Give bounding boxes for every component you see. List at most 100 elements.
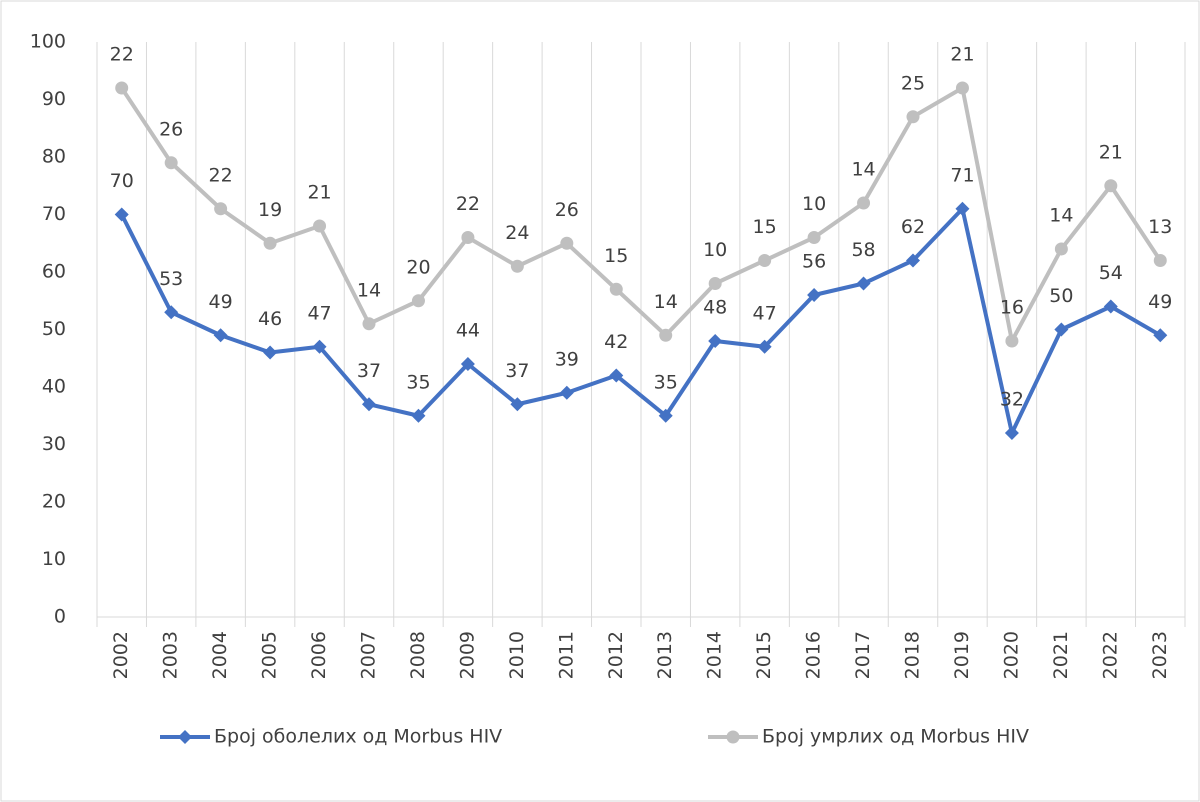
x-tick-label: 2018 [902, 631, 924, 679]
data-label: 70 [110, 170, 134, 192]
data-label: 54 [1099, 262, 1123, 284]
marker [411, 408, 426, 423]
data-label: 56 [802, 251, 826, 273]
y-tick-label: 100 [30, 31, 66, 53]
x-tick-label: 2013 [654, 631, 676, 679]
data-label: 19 [258, 199, 282, 221]
marker [164, 156, 178, 170]
marker [1153, 328, 1168, 343]
x-tick-label: 2022 [1099, 631, 1121, 679]
data-label: 14 [1049, 205, 1073, 227]
x-tick-label: 2017 [852, 631, 874, 679]
marker [263, 345, 278, 360]
x-tick-label: 2010 [506, 631, 528, 679]
data-label: 46 [258, 308, 282, 330]
marker [857, 196, 871, 210]
data-label: 32 [1000, 389, 1024, 411]
data-label: 15 [753, 216, 777, 238]
data-label: 48 [703, 297, 727, 319]
data-label: 20 [406, 256, 430, 278]
data-label: 47 [307, 302, 331, 324]
x-tick-label: 2019 [951, 631, 973, 679]
x-tick-label: 2004 [209, 631, 231, 679]
x-tick-label: 2006 [308, 631, 330, 679]
marker [1054, 242, 1068, 256]
data-label: 16 [1000, 297, 1024, 319]
data-label: 21 [307, 182, 331, 204]
marker [1005, 334, 1019, 348]
marker [906, 110, 920, 124]
x-tick-label: 2005 [259, 631, 281, 679]
marker [1104, 179, 1118, 193]
x-tick-label: 2023 [1149, 631, 1171, 679]
data-label: 44 [456, 320, 480, 342]
x-tick-label: 2007 [358, 631, 380, 679]
data-label: 10 [703, 239, 727, 261]
marker [906, 253, 920, 268]
data-label: 35 [654, 371, 678, 393]
data-label: 37 [357, 360, 381, 382]
marker [313, 219, 327, 233]
y-tick-label: 40 [42, 376, 66, 398]
marker [1054, 322, 1069, 337]
marker [362, 317, 376, 331]
x-tick-label: 2002 [110, 631, 132, 679]
y-tick-label: 0 [54, 606, 66, 628]
marker [955, 201, 970, 216]
marker [609, 368, 624, 383]
y-tick-label: 70 [42, 203, 66, 225]
y-tick-label: 10 [42, 548, 66, 570]
marker [510, 259, 524, 273]
data-label: 35 [406, 371, 430, 393]
data-label: 53 [159, 268, 183, 290]
x-tick-label: 2009 [456, 631, 478, 679]
marker [263, 236, 277, 250]
data-label: 71 [950, 164, 974, 186]
marker [658, 408, 673, 423]
x-tick-label: 2021 [1050, 631, 1072, 679]
legend-label: Број умрлих од Morbus HIV [762, 726, 1029, 748]
y-tick-label: 50 [42, 318, 66, 340]
marker [115, 81, 129, 95]
x-tick-label: 2014 [704, 631, 726, 679]
series-line [119, 206, 1162, 435]
marker [114, 207, 129, 222]
data-label: 14 [357, 279, 381, 301]
x-tick-label: 2012 [605, 631, 627, 679]
x-tick-label: 2011 [555, 631, 577, 679]
data-label: 15 [604, 245, 628, 267]
data-label: 21 [1099, 141, 1123, 163]
marker [1153, 254, 1167, 267]
data-label: 58 [851, 239, 875, 261]
data-label: 50 [1049, 285, 1073, 307]
data-label: 21 [950, 44, 974, 66]
data-label: 14 [654, 291, 678, 313]
data-label: 42 [604, 331, 628, 353]
marker [708, 334, 723, 348]
marker [856, 276, 871, 291]
marker [411, 294, 425, 308]
x-tick-label: 2015 [753, 631, 775, 679]
marker [955, 81, 969, 95]
data-label: 62 [901, 216, 925, 238]
data-label: 37 [505, 360, 529, 382]
data-label: 26 [555, 199, 579, 221]
marker [1103, 299, 1118, 314]
data-label: 26 [159, 118, 183, 140]
data-label: 22 [209, 164, 233, 186]
marker [164, 305, 179, 320]
marker [510, 397, 525, 412]
marker [1004, 426, 1019, 440]
marker [461, 231, 475, 244]
marker [214, 202, 228, 216]
x-tick-label: 2008 [407, 631, 429, 679]
data-label: 10 [802, 193, 826, 215]
y-tick-label: 30 [42, 433, 66, 455]
marker [708, 277, 722, 290]
series-line [120, 86, 1162, 343]
marker [559, 385, 574, 400]
data-label: 39 [555, 348, 579, 370]
x-tick-label: 2016 [803, 631, 825, 679]
marker [609, 282, 623, 296]
